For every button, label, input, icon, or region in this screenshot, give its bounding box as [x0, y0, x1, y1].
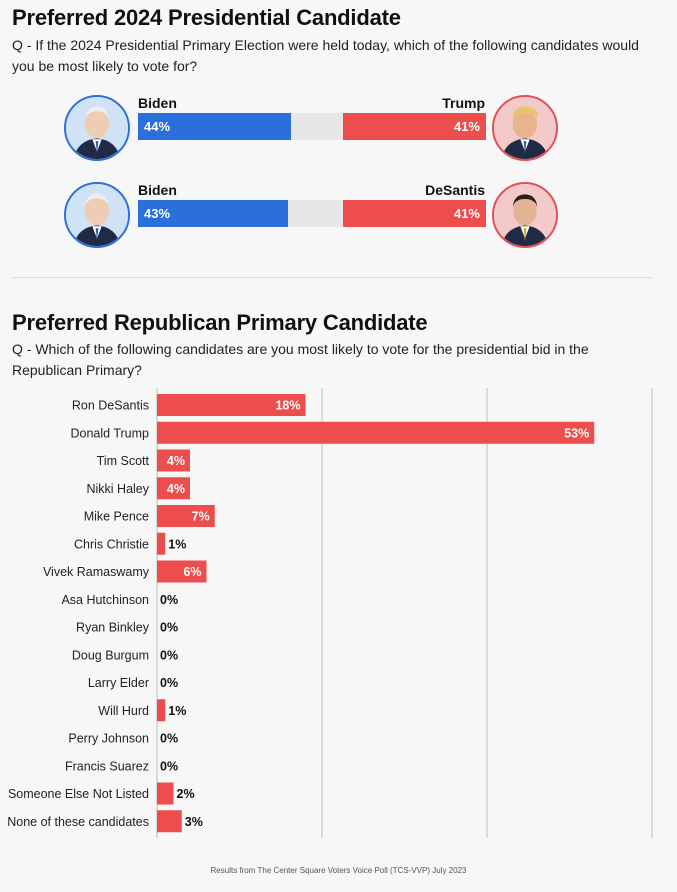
- category-label: None of these candidates: [7, 815, 149, 829]
- bar: [157, 560, 207, 583]
- left-candidate-name: Biden: [138, 95, 177, 111]
- section2-question: Q - Which of the following candidates ar…: [12, 341, 589, 378]
- data-label: 0%: [160, 621, 178, 635]
- right-candidate-name: DeSantis: [425, 182, 485, 198]
- category-label: Chris Christie: [74, 537, 149, 551]
- trump-portrait-icon: [492, 95, 558, 161]
- data-label: 1%: [168, 537, 186, 551]
- category-label: Doug Burgum: [72, 648, 149, 662]
- right-candidate-name: Trump: [442, 95, 485, 111]
- category-label: Francis Suarez: [65, 759, 149, 773]
- category-label: Larry Elder: [88, 676, 149, 690]
- bar: [157, 699, 166, 722]
- bar: [157, 782, 174, 805]
- category-label: Ryan Binkley: [76, 621, 150, 635]
- data-label: 1%: [168, 704, 186, 718]
- data-label: 0%: [160, 732, 178, 746]
- data-label: 0%: [160, 593, 178, 607]
- data-label: 2%: [177, 787, 195, 801]
- left-candidate-name: Biden: [138, 182, 177, 198]
- right-percent: 41%: [453, 119, 480, 134]
- data-label: 3%: [185, 815, 203, 829]
- republican-primary-bar-chart: Ron DeSantis 18% Donald Trump 53% Tim Scott 4…: [7, 388, 653, 838]
- bar: [157, 477, 190, 500]
- section1-question: Q - If the 2024 Presidential Primary Ele…: [12, 37, 639, 74]
- category-label: Nikki Haley: [86, 482, 149, 496]
- bar: [157, 421, 595, 444]
- bar: [157, 394, 306, 416]
- left-percent: 44%: [144, 119, 171, 134]
- data-label: 7%: [192, 510, 210, 524]
- data-label: 4%: [167, 482, 185, 496]
- data-label: 18%: [275, 399, 300, 413]
- category-label: Perry Johnson: [68, 732, 149, 746]
- category-label: Ron DeSantis: [72, 399, 149, 413]
- category-label: Vivek Ramaswamy: [43, 565, 150, 579]
- matchup-biden-trump: Biden Trump 44% 41%: [0, 95, 677, 177]
- bar: [157, 532, 166, 555]
- biden-portrait-icon: [64, 95, 130, 161]
- category-label: Someone Else Not Listed: [8, 787, 149, 801]
- data-label: 0%: [160, 648, 178, 662]
- bar: [157, 449, 190, 472]
- left-bar: [138, 200, 288, 227]
- category-label: Asa Hutchinson: [61, 593, 149, 607]
- category-label: Donald Trump: [70, 426, 149, 440]
- data-label: 53%: [564, 426, 589, 440]
- data-label: 0%: [160, 676, 178, 690]
- right-bar: [343, 113, 486, 140]
- desantis-portrait-icon: [492, 182, 558, 248]
- left-percent: 43%: [144, 206, 171, 221]
- data-label: 6%: [183, 565, 201, 579]
- data-label: 4%: [167, 454, 185, 468]
- section-divider: [12, 277, 652, 278]
- category-label: Will Hurd: [98, 704, 149, 718]
- right-bar: [343, 200, 486, 227]
- section2-title: Preferred Republican Primary Candidate: [12, 310, 428, 335]
- source-footnote: Results from The Center Square Voters Vo…: [210, 866, 467, 875]
- biden-portrait-icon: [64, 182, 130, 248]
- data-label: 0%: [160, 759, 178, 773]
- section1-title: Preferred 2024 Presidential Candidate: [12, 5, 401, 30]
- left-bar: [138, 113, 292, 140]
- bar: [157, 810, 182, 833]
- matchup-biden-desantis: Biden DeSantis 43% 41%: [0, 182, 677, 264]
- category-label: Mike Pence: [84, 510, 149, 524]
- bar: [157, 505, 215, 527]
- right-percent: 41%: [453, 206, 480, 221]
- category-label: Tim Scott: [97, 454, 150, 468]
